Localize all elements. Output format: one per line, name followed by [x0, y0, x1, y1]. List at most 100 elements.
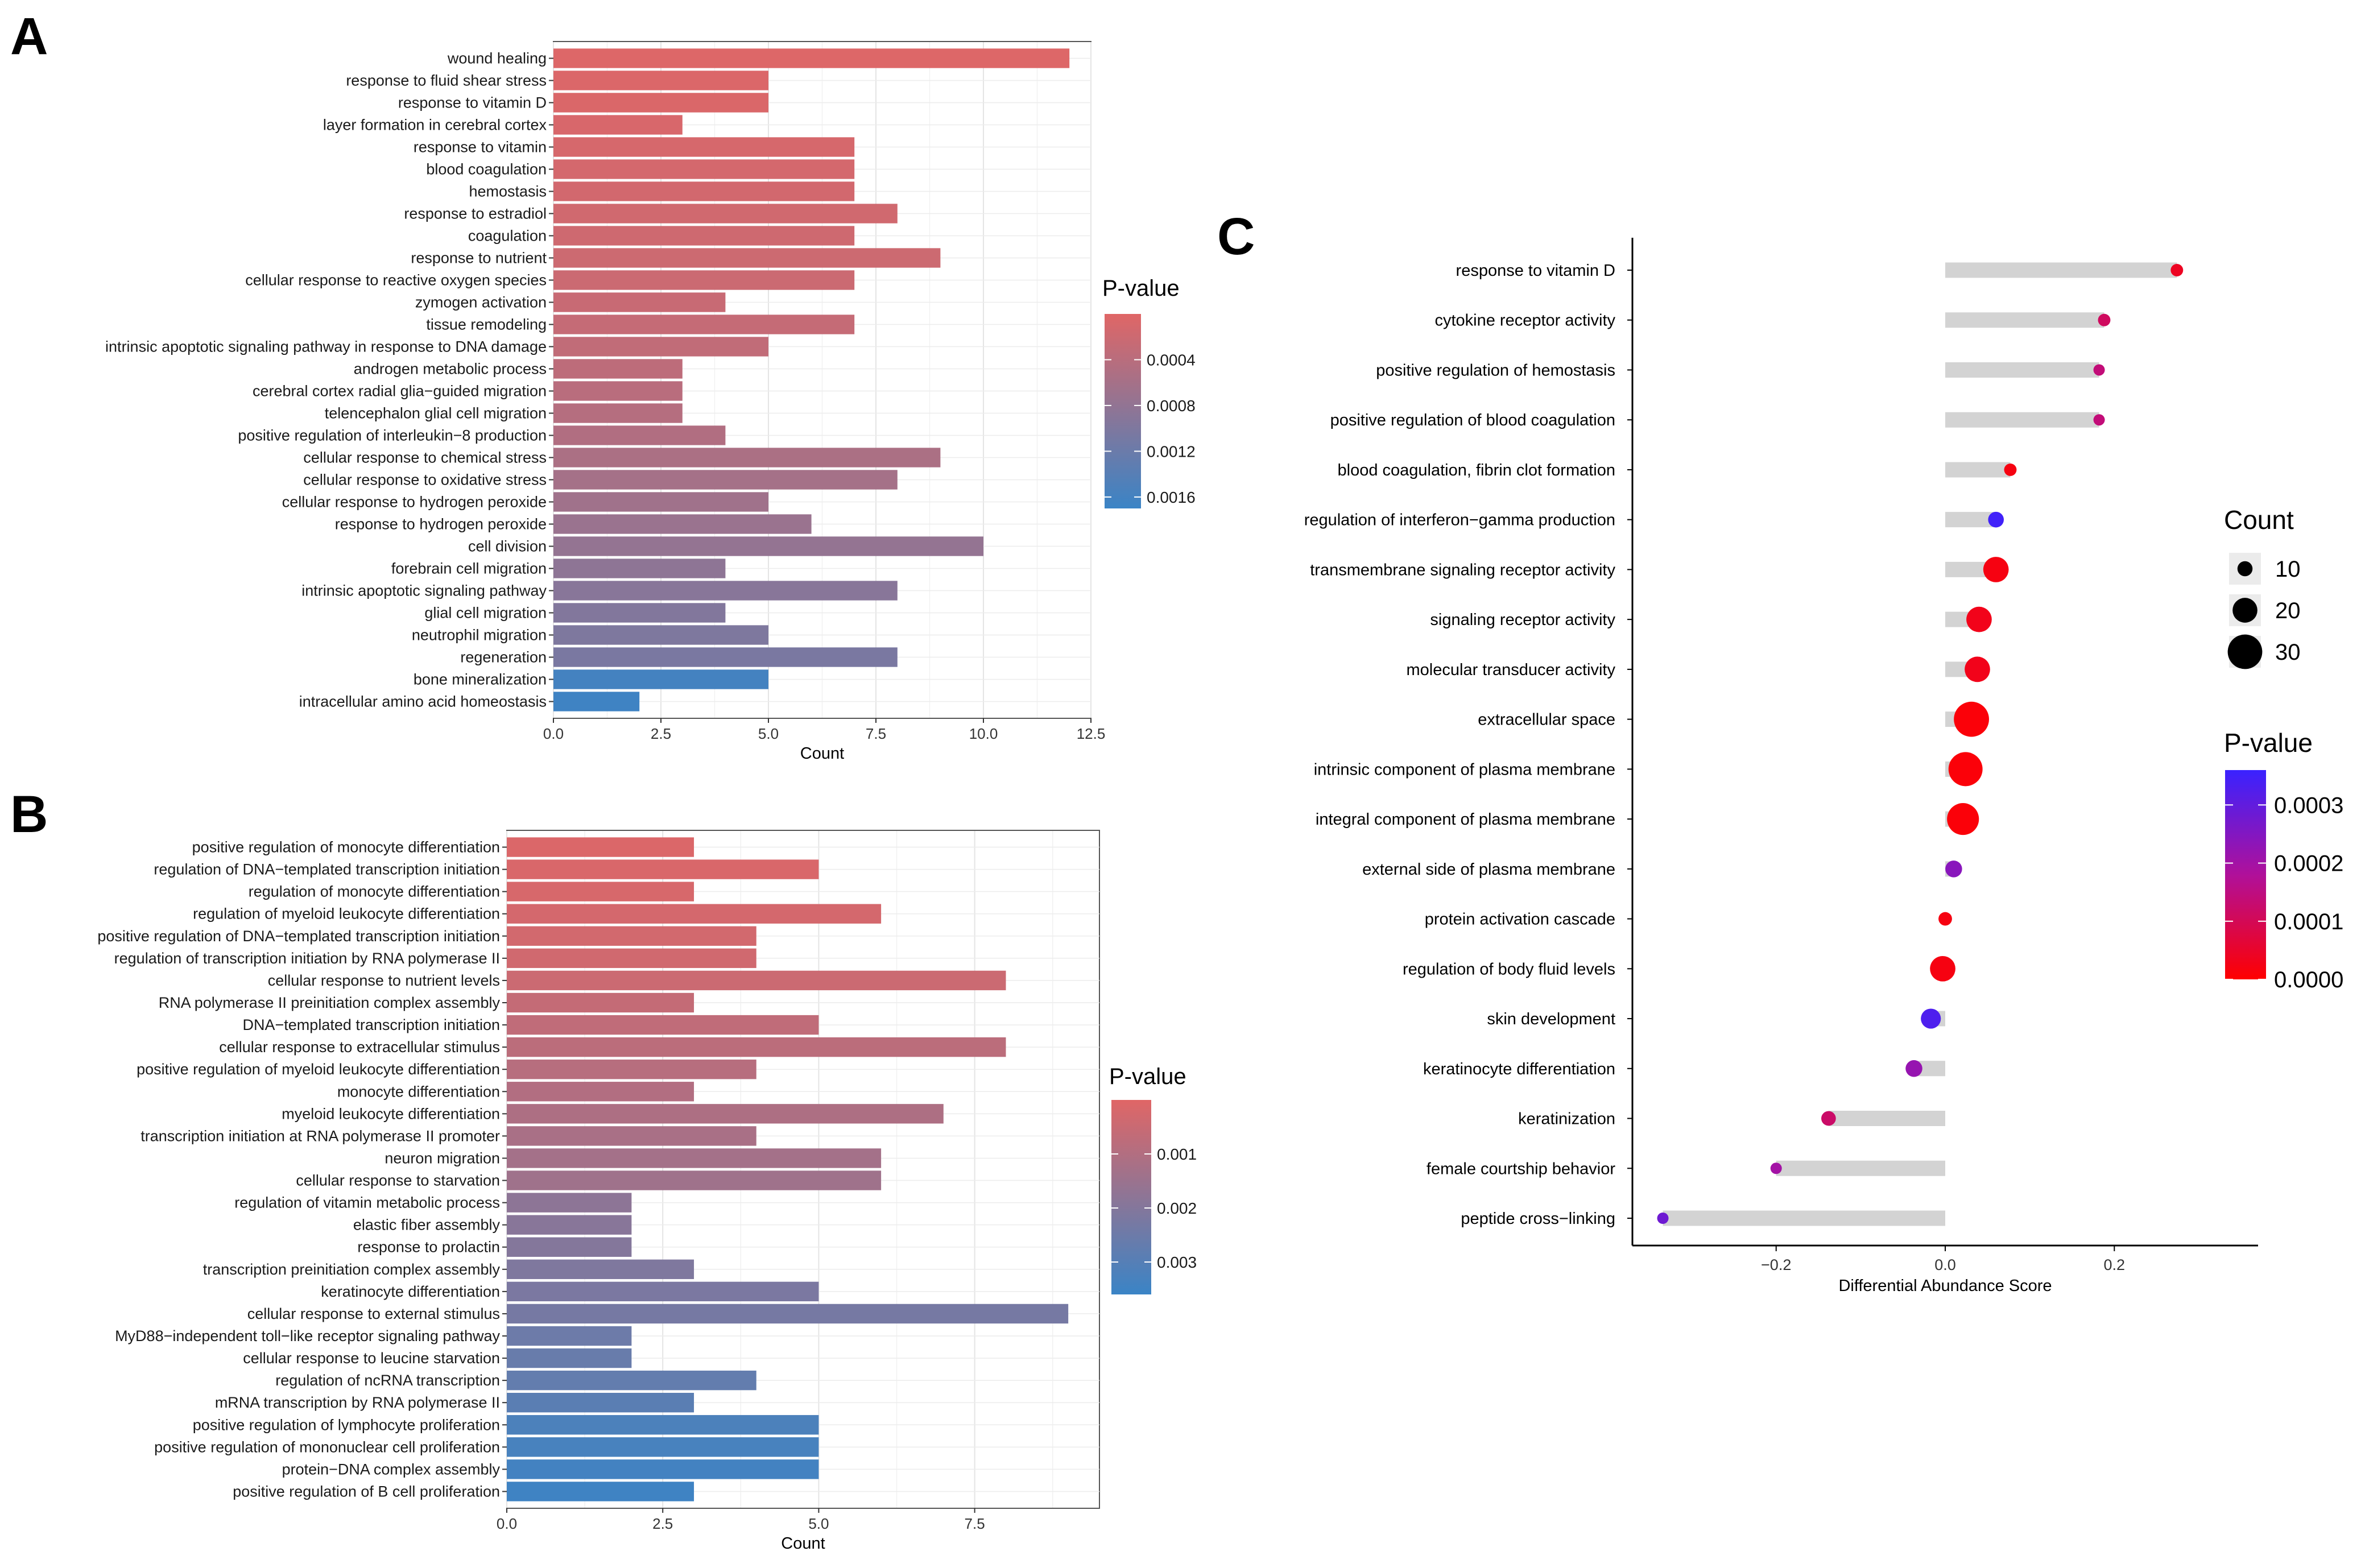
bar-a-6 — [553, 159, 855, 179]
bar-b-8 — [507, 992, 694, 1013]
bar-a-18 — [553, 425, 726, 445]
legend-label: 0.003 — [1157, 1253, 1197, 1271]
category-label: monocyte differentiation — [337, 1083, 500, 1100]
category-label: cellular response to extracellular stimu… — [219, 1039, 500, 1056]
category-label: cellular response to hydrogen peroxide — [282, 494, 547, 511]
category-label: transcription initiation at RNA polymera… — [140, 1127, 500, 1144]
bar-b-28 — [507, 1437, 819, 1457]
bar-b-30 — [507, 1482, 694, 1501]
lollipop-point-5 — [2004, 463, 2017, 476]
size-legend-label: 10 — [2275, 557, 2301, 582]
bar-b-23 — [507, 1326, 632, 1346]
category-label: positive regulation of interleukin−8 pro… — [238, 427, 547, 444]
bar-b-11 — [507, 1060, 756, 1079]
category-label: blood coagulation — [426, 161, 547, 178]
size-legend-dot — [2237, 561, 2253, 577]
legend-colorbar — [1111, 1100, 1151, 1294]
category-label: positive regulation of monocyte differen… — [192, 839, 500, 856]
bar-b-15 — [507, 1148, 882, 1168]
category-label: response to hydrogen peroxide — [335, 516, 547, 533]
category-label: mRNA transcription by RNA polymerase II — [215, 1394, 500, 1411]
lollipop-point-3 — [2093, 364, 2105, 376]
bar-a-11 — [553, 270, 855, 290]
lollipop-point-2 — [2098, 313, 2111, 326]
x-tick-label: 7.5 — [965, 1515, 985, 1532]
category-label: extracellular space — [1478, 711, 1615, 729]
lollipop-point-8 — [1966, 606, 1992, 632]
x-tick-label: 12.5 — [1077, 725, 1106, 742]
chart-a: wound healing response to fluid shear str… — [105, 41, 1196, 763]
category-label: androgen metabolic process — [354, 361, 547, 378]
category-label: positive regulation of mononuclear cell … — [154, 1438, 500, 1455]
lollipop-point-7 — [1983, 557, 2009, 582]
category-label: cellular response to leucine starvation — [243, 1350, 500, 1367]
category-label: response to fluid shear stress — [346, 72, 547, 89]
size-legend-dot — [2227, 634, 2263, 669]
bar-b-9 — [507, 1015, 819, 1035]
bar-b-16 — [507, 1170, 882, 1190]
category-label: bone mineralization — [414, 671, 547, 688]
category-label: regulation of body fluid levels — [1403, 960, 1615, 978]
category-label: cellular response to nutrient levels — [268, 972, 500, 989]
bar-a-15 — [553, 359, 683, 379]
category-label: molecular transducer activity — [1407, 661, 1616, 679]
bar-a-22 — [553, 514, 812, 534]
category-label: regulation of vitamin metabolic process — [234, 1194, 500, 1211]
bar-a-9 — [553, 226, 855, 246]
category-label: intracellular amino acid homeostasis — [299, 693, 547, 710]
category-label: regulation of DNA−templated transcriptio… — [154, 861, 500, 878]
bar-a-28 — [553, 647, 898, 667]
category-label: regeneration — [460, 649, 547, 666]
x-axis-title: Count — [800, 744, 844, 763]
x-tick-label: 2.5 — [652, 1515, 673, 1532]
bar-a-7 — [553, 181, 855, 201]
category-label: response to vitamin D — [398, 94, 547, 111]
category-label: keratinocyte differentiation — [321, 1283, 500, 1300]
size-legend-label: 30 — [2275, 640, 2301, 665]
legend-title: P-value — [1102, 276, 1180, 301]
bar-a-24 — [553, 558, 726, 578]
legend-colorbar — [1105, 314, 1141, 508]
bar-b-13 — [507, 1104, 944, 1124]
bar-a-2 — [553, 71, 768, 90]
lollipop-point-12 — [1947, 803, 1979, 835]
bar-a-3 — [553, 93, 768, 113]
lollipop-point-20 — [1657, 1213, 1669, 1224]
x-tick-label: 0.2 — [2104, 1256, 2126, 1273]
category-label: cellular response to oxidative stress — [303, 471, 547, 489]
color-legend-title: P-value — [2224, 728, 2313, 758]
category-label: neutrophil migration — [412, 627, 547, 644]
category-label: peptide cross−linking — [1461, 1210, 1615, 1228]
lollipop-point-15 — [1930, 955, 1955, 982]
color-legend-bar — [2225, 770, 2266, 979]
category-label: integral component of plasma membrane — [1316, 810, 1615, 829]
category-label: female courtship behavior — [1427, 1160, 1615, 1178]
category-label: myeloid leukocyte differentiation — [282, 1105, 500, 1122]
chart-b: positive regulation of monocyte differen… — [97, 830, 1197, 1553]
category-label: cytokine receptor activity — [1434, 312, 1615, 330]
legend-label: 0.0012 — [1147, 442, 1196, 460]
lollipop-point-4 — [2093, 414, 2105, 426]
category-label: wound healing — [447, 50, 547, 67]
category-label: response to vitamin — [414, 139, 547, 156]
x-tick-label: 0.0 — [497, 1515, 517, 1532]
category-label: DNA−templated transcription initiation — [243, 1016, 500, 1033]
lollipop-point-1 — [2170, 264, 2184, 276]
bar-b-10 — [507, 1037, 1006, 1057]
category-label: keratinocyte differentiation — [1423, 1060, 1615, 1078]
bar-b-27 — [507, 1415, 819, 1435]
category-label: response to prolactin — [357, 1239, 500, 1256]
bar-b-5 — [507, 926, 756, 946]
bar-b-19 — [507, 1237, 632, 1257]
legend-label: 0.0016 — [1147, 489, 1196, 506]
category-label: intrinsic apoptotic signaling pathway — [301, 582, 547, 599]
category-label: skin development — [1487, 1010, 1615, 1028]
bar-b-26 — [507, 1393, 694, 1413]
bar-a-8 — [553, 204, 898, 224]
x-axis-title: Count — [781, 1534, 825, 1553]
category-label: coagulation — [468, 227, 547, 245]
bar-a-1 — [553, 48, 1070, 68]
lollipop-point-18 — [1821, 1111, 1836, 1126]
lollipop-point-9 — [1965, 656, 1990, 682]
